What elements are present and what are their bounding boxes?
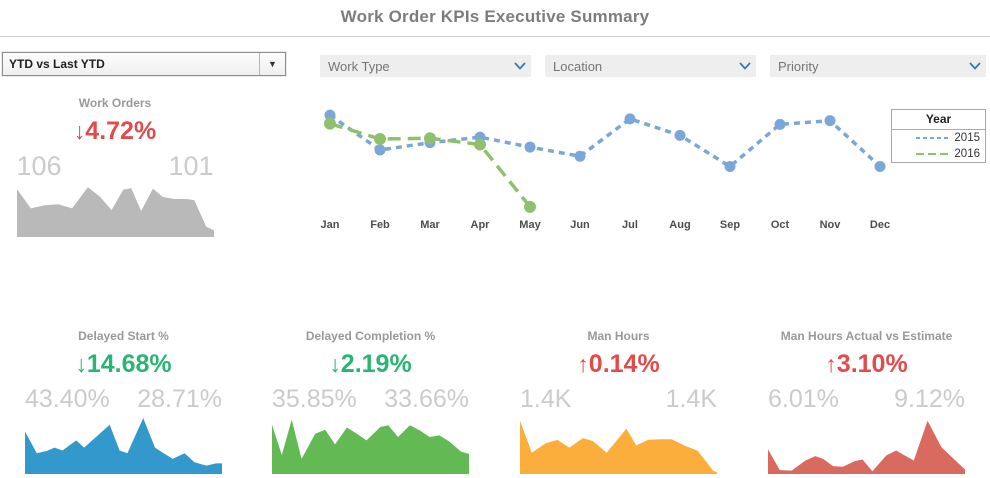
kpi-change: ↓2.19% xyxy=(247,350,494,379)
month-label-jul: Jul xyxy=(622,219,638,231)
month-label-jan: Jan xyxy=(320,219,340,231)
data-point-2016[interactable] xyxy=(474,138,486,151)
data-point-2015[interactable] xyxy=(674,129,686,141)
data-point-2016[interactable] xyxy=(324,117,336,130)
data-point-2016[interactable] xyxy=(424,132,436,145)
kpi-change-value: 4.72% xyxy=(85,117,157,145)
kpi-title: Delayed Completion % xyxy=(305,329,436,343)
kpi-start-value: 1.4K xyxy=(520,385,572,413)
kpi-title: Man Hours Actual vs Estimate xyxy=(780,329,953,343)
kpi-end-value: 1.4K xyxy=(665,385,717,413)
month-label-sep: Sep xyxy=(719,219,741,231)
man-hours-ae-sparkline[interactable] xyxy=(768,418,965,475)
legend-dash-icon xyxy=(916,153,951,155)
delayed-completion-sparkline[interactable] xyxy=(272,418,469,475)
month-label-dec: Dec xyxy=(869,219,891,231)
work-orders-sparkline[interactable] xyxy=(16,185,214,238)
month-label-nov: Nov xyxy=(819,219,841,231)
filter-work-type[interactable]: Work Type xyxy=(320,55,531,77)
kpi-values: 1.4K 1.4K xyxy=(520,385,717,413)
data-point-2015[interactable] xyxy=(874,161,886,172)
trend-legend: Year 2015 2016 xyxy=(891,109,986,163)
legend-label: 2016 xyxy=(954,148,980,160)
kpi-change: ↓14.68% xyxy=(0,350,247,379)
arrow-down-icon: ↓ xyxy=(73,118,86,144)
filter-location-label: Location xyxy=(553,58,603,74)
kpi-change: ↑3.10% xyxy=(743,350,990,379)
month-label-aug: Aug xyxy=(669,219,691,231)
data-point-2015[interactable] xyxy=(524,141,536,153)
kpi-change-value: 2.19% xyxy=(340,350,412,378)
legend-dash-icon xyxy=(916,137,951,139)
kpi-title: Work Orders xyxy=(78,96,152,110)
kpi-card-work-orders: Work Orders ↓4.72% 106 101 xyxy=(0,96,230,238)
kpi-change-value: 14.68% xyxy=(86,350,172,378)
kpi-start-value: 106 xyxy=(16,151,62,181)
trend-line-2015 xyxy=(328,113,882,169)
title-divider xyxy=(0,36,990,37)
legend-title: Year xyxy=(892,110,985,130)
kpi-card-man-hours-actual-vs-estimate: Man Hours Actual vs Estimate ↑3.10% 6.01… xyxy=(743,329,990,475)
month-label-jun: Jun xyxy=(570,219,590,231)
kpi-values: 35.85% 33.66% xyxy=(272,385,469,413)
kpi-title: Man Hours xyxy=(587,329,650,343)
filter-priority-label: Priority xyxy=(778,58,819,74)
kpi-start-value: 43.40% xyxy=(25,385,110,413)
month-label-may: May xyxy=(519,219,541,231)
month-label-apr: Apr xyxy=(470,219,490,231)
arrow-down-icon: ↓ xyxy=(329,351,341,377)
kpi-end-value: 28.71% xyxy=(137,385,222,413)
filter-priority[interactable]: Priority xyxy=(770,55,986,77)
kpi-change: ↑0.14% xyxy=(495,350,742,379)
trend-month-axis: Jan Feb Mar Apr May Jun Jul Aug Sep Oct Nov Dec xyxy=(305,219,905,233)
month-label-feb: Feb xyxy=(370,219,390,231)
delayed-start-sparkline[interactable] xyxy=(25,418,222,475)
comparison-select-value: YTD vs Last YTD xyxy=(9,57,105,71)
data-point-2016[interactable] xyxy=(524,200,536,213)
legend-item-2016[interactable]: 2016 xyxy=(892,146,985,162)
legend-item-2015[interactable]: 2015 xyxy=(892,130,985,146)
dropdown-arrow-icon[interactable]: ▼ xyxy=(259,53,285,75)
chevron-down-icon[interactable] xyxy=(509,62,531,70)
data-point-2016[interactable] xyxy=(374,133,386,145)
kpi-start-value: 6.01% xyxy=(768,385,839,413)
kpi-start-value: 35.85% xyxy=(272,385,357,413)
data-point-2015[interactable] xyxy=(324,109,336,121)
kpi-values: 106 101 xyxy=(16,151,214,181)
kpi-values: 43.40% 28.71% xyxy=(25,385,222,413)
page-title: Work Order KPIs Executive Summary xyxy=(340,7,650,26)
data-point-2015[interactable] xyxy=(624,113,636,125)
kpi-title: Delayed Start % xyxy=(78,329,169,343)
kpi-change: ↓4.72% xyxy=(0,117,230,146)
work-orders-trend-chart[interactable] xyxy=(305,103,905,219)
arrow-up-icon: ↑ xyxy=(577,351,589,377)
arrow-down-icon: ↓ xyxy=(75,351,87,377)
kpi-end-value: 33.66% xyxy=(384,385,469,413)
kpi-change-value: 0.14% xyxy=(588,350,660,378)
kpi-change-value: 3.10% xyxy=(836,350,908,378)
data-point-2015[interactable] xyxy=(724,161,736,172)
data-point-2015[interactable] xyxy=(374,144,386,156)
man-hours-sparkline[interactable] xyxy=(520,418,717,475)
data-point-2015[interactable] xyxy=(774,118,786,130)
data-point-2015[interactable] xyxy=(574,150,586,162)
kpi-end-value: 9.12% xyxy=(894,385,965,413)
comparison-select[interactable]: YTD vs Last YTD ▼ xyxy=(2,52,286,76)
month-label-mar: Mar xyxy=(420,219,440,231)
kpi-end-value: 101 xyxy=(168,151,214,181)
month-label-oct: Oct xyxy=(770,219,790,231)
chevron-down-icon[interactable] xyxy=(964,62,986,70)
kpi-card-man-hours: Man Hours ↑0.14% 1.4K 1.4K xyxy=(495,329,742,475)
legend-label: 2015 xyxy=(954,132,980,144)
filter-location[interactable]: Location xyxy=(545,55,756,77)
arrow-up-icon: ↑ xyxy=(825,351,837,377)
chevron-down-icon[interactable] xyxy=(734,62,756,70)
kpi-card-delayed-start: Delayed Start % ↓14.68% 43.40% 28.71% xyxy=(0,329,247,475)
kpi-card-delayed-completion: Delayed Completion % ↓2.19% 35.85% 33.66… xyxy=(247,329,494,475)
data-point-2015[interactable] xyxy=(824,115,836,127)
kpi-values: 6.01% 9.12% xyxy=(768,385,965,413)
filter-work-type-label: Work Type xyxy=(328,58,390,74)
